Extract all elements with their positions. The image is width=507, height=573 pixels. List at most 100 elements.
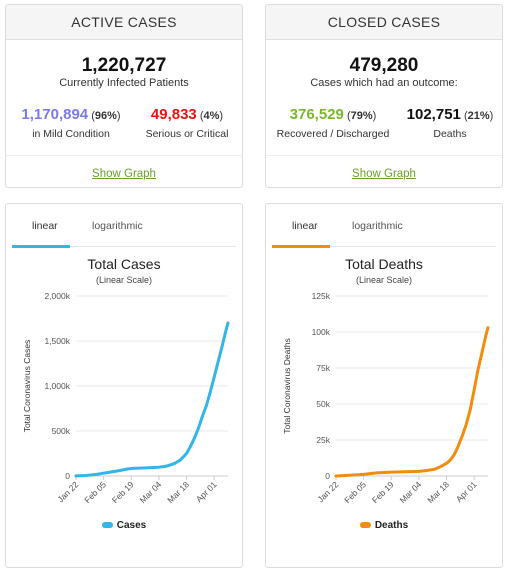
- data-point: [457, 445, 460, 447]
- serious-value: 49,833: [150, 106, 197, 123]
- data-point: [453, 453, 456, 456]
- data-point: [461, 434, 464, 437]
- series-line-deaths: [334, 326, 490, 478]
- recovered-label: Recovered / Discharged: [276, 128, 390, 140]
- data-point: [426, 469, 428, 472]
- data-point: [433, 468, 436, 470]
- cases-legend-swatch: [101, 522, 113, 529]
- closed-cases-header: CLOSED CASES: [266, 5, 502, 40]
- series-line-cases: [74, 321, 230, 478]
- y-tick-label: 1,500k: [44, 336, 70, 346]
- deaths-legend-label: Deaths: [374, 520, 409, 531]
- active-cases-header: ACTIVE CASES: [6, 5, 242, 40]
- deaths-stat: 102,751 (21%) Deaths: [400, 106, 500, 140]
- data-point: [158, 466, 160, 468]
- deaths-scale-tabs: linear logarithmic: [272, 214, 496, 248]
- y-tick-label: 25k: [316, 435, 330, 445]
- data-point: [390, 471, 393, 473]
- deaths-chart-subtitle: (Linear Scale): [355, 275, 413, 285]
- data-point: [217, 360, 219, 363]
- data-point: [376, 472, 379, 474]
- active-tab-indicator: [272, 245, 330, 248]
- x-tick-label: Mar 04: [138, 479, 164, 505]
- deaths-legend-swatch: [359, 522, 371, 529]
- tab-logarithmic[interactable]: logarithmic: [352, 220, 403, 232]
- cases-legend[interactable]: Cases: [6, 520, 242, 531]
- data-point: [469, 409, 471, 411]
- data-point: [477, 368, 479, 371]
- deaths-pct-wrap: (21%): [460, 110, 494, 122]
- x-tick-label: Mar 18: [425, 479, 451, 505]
- recovered-pct-wrap: (79%): [343, 110, 377, 122]
- serious-label: Serious or Critical: [145, 128, 229, 140]
- data-point: [362, 473, 365, 476]
- recovered-value: 376,529: [289, 106, 344, 123]
- data-point: [481, 351, 483, 353]
- y-axis-title: Total Coronavirus Cases: [22, 340, 32, 433]
- y-axis-title: Total Coronavirus Deaths: [282, 338, 292, 433]
- data-point: [166, 465, 168, 467]
- y-tick-label: 50k: [316, 399, 330, 409]
- closed-show-graph-link[interactable]: Show Graph: [352, 168, 416, 180]
- data-point: [465, 423, 468, 425]
- data-point: [349, 474, 351, 476]
- deaths-legend[interactable]: Deaths: [266, 520, 502, 531]
- data-point: [179, 459, 182, 461]
- active-show-graph-link[interactable]: Show Graph: [92, 168, 156, 180]
- deaths-pct: 21%: [467, 110, 490, 122]
- data-point: [197, 427, 200, 430]
- cases-chart-svg: 0 500k 1,000k 1,500k 2,000k Total Coronavirus…: [22, 291, 230, 505]
- data-point: [335, 475, 337, 477]
- serious-pct: 4%: [203, 110, 220, 122]
- mild-pct-wrap: (96%): [88, 110, 121, 122]
- data-point: [142, 467, 144, 469]
- deaths-chart-title: Total Deaths: [345, 256, 423, 272]
- active-cases-card: ACTIVE CASES 1,220,727 Currently Infecte…: [5, 4, 243, 188]
- tab-linear[interactable]: linear: [32, 220, 58, 232]
- y-tick-label: 100k: [312, 327, 331, 337]
- data-point: [85, 474, 87, 477]
- x-tick-label: Feb 05: [82, 479, 108, 505]
- data-point: [445, 462, 448, 465]
- total-deaths-chart-card: linear logarithmic Total Deaths (Linear …: [265, 203, 503, 568]
- tab-linear[interactable]: linear: [292, 220, 318, 232]
- y-tick-label: 125k: [312, 291, 331, 301]
- x-tick-label: Mar 18: [165, 479, 191, 505]
- cases-scale-tabs: linear logarithmic: [12, 214, 236, 248]
- data-point: [439, 465, 442, 468]
- y-tick-label: 75k: [316, 363, 330, 373]
- active-total: 1,220,727: [81, 55, 167, 76]
- data-point: [473, 388, 475, 391]
- data-point: [227, 322, 229, 324]
- mild-value: 1,170,894: [21, 106, 89, 123]
- data-point: [189, 445, 192, 448]
- recovered-pct: 79%: [350, 110, 373, 122]
- cases-chart-subtitle: (Linear Scale): [95, 275, 153, 285]
- deaths-label: Deaths: [433, 128, 467, 140]
- data-point: [404, 471, 406, 473]
- data-point: [449, 459, 452, 461]
- tab-logarithmic[interactable]: logarithmic: [92, 220, 143, 232]
- mild-pct: 96%: [94, 110, 117, 122]
- data-point: [126, 468, 129, 470]
- data-point: [201, 415, 204, 418]
- data-point: [205, 405, 208, 407]
- active-tab-indicator: [12, 245, 70, 248]
- data-point: [110, 471, 113, 473]
- mild-label: in Mild Condition: [32, 128, 110, 140]
- data-point: [225, 329, 227, 331]
- x-tick-label: Feb 05: [342, 479, 368, 505]
- data-point: [213, 376, 215, 378]
- x-tick-label: Feb 19: [370, 479, 396, 505]
- active-divider: [6, 155, 242, 156]
- data-point: [118, 469, 121, 472]
- closed-divider: [266, 155, 502, 156]
- data-point: [185, 452, 188, 455]
- cases-legend-label: Cases: [116, 520, 147, 531]
- x-tick-label: Apr 01: [194, 479, 219, 504]
- data-point: [134, 467, 136, 470]
- data-point: [75, 475, 77, 477]
- y-tick-label: 2,000k: [44, 291, 70, 301]
- data-point: [94, 473, 97, 476]
- serious-pct-wrap: (4%): [196, 110, 224, 122]
